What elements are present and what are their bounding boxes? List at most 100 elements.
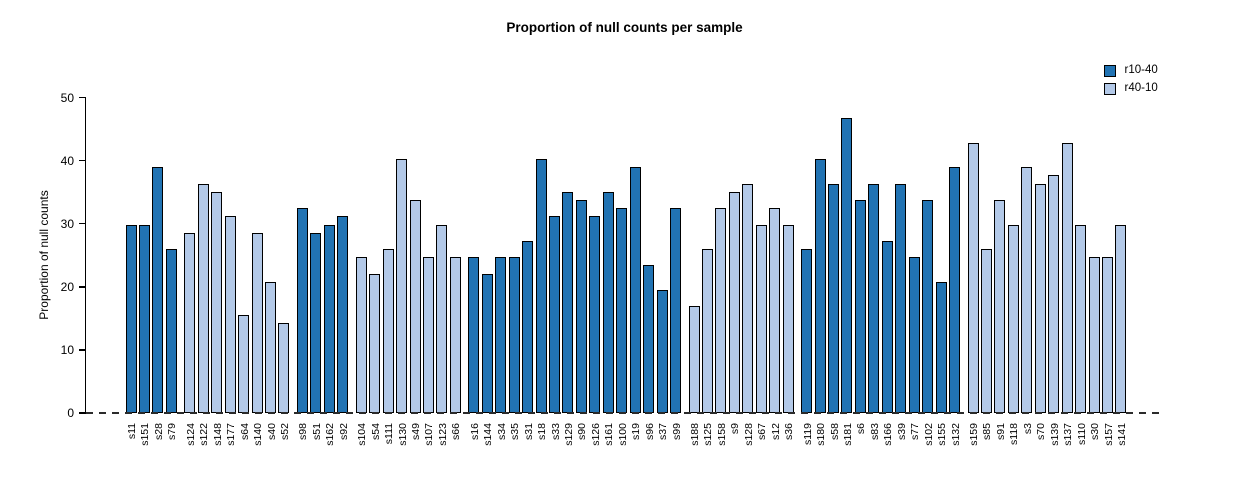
x-tick-label: s92 (337, 423, 350, 440)
x-tick-label: s54 (369, 423, 382, 440)
x-tick-label: s36 (783, 423, 796, 440)
bar (337, 216, 349, 413)
bar (125, 224, 137, 413)
bar (715, 208, 727, 413)
x-tick-label: s31 (522, 423, 535, 440)
bar (769, 208, 781, 413)
y-axis-tick (78, 222, 85, 225)
x-tick-label: s35 (509, 423, 522, 440)
x-tick-label: s125 (702, 423, 715, 446)
bar (396, 158, 408, 413)
x-tick-label: s16 (468, 423, 481, 440)
x-tick-label: s130 (396, 423, 409, 446)
x-tick-label: s155 (936, 423, 949, 446)
bar (449, 257, 461, 413)
bar (468, 257, 480, 413)
bar (814, 158, 826, 413)
bar (138, 224, 150, 413)
y-tick-label: 0 (67, 406, 74, 420)
x-tick-label: s100 (616, 423, 629, 446)
x-tick-label: s102 (922, 423, 935, 446)
x-tick-label: s139 (1048, 423, 1061, 446)
bar (801, 249, 813, 413)
bar (278, 322, 290, 413)
bar (549, 216, 560, 413)
legend-swatch (1104, 65, 1116, 77)
y-axis-tick (78, 286, 85, 288)
legend-label: r10-40 (1124, 64, 1158, 76)
bar (868, 183, 880, 413)
bar (1034, 183, 1046, 413)
x-tick-label: s158 (715, 423, 728, 446)
bar (782, 224, 794, 413)
y-tick-label: 10 (60, 342, 74, 357)
x-tick-label: s39 (895, 423, 908, 440)
bar (1021, 167, 1033, 413)
x-tick-label: s128 (742, 423, 755, 446)
x-tick-label: s19 (630, 423, 643, 440)
x-tick-label: s85 (981, 423, 994, 440)
x-tick-label: s70 (1035, 423, 1048, 440)
y-axis-tick (78, 412, 85, 414)
bar (508, 257, 520, 413)
bar (994, 199, 1006, 413)
bar (701, 249, 713, 413)
bar (602, 191, 614, 413)
x-tick-label: s181 (841, 423, 854, 446)
bar (670, 208, 682, 413)
chart-title: Proportion of null counts per sample (506, 20, 743, 35)
bar (522, 240, 534, 413)
x-tick-label: s157 (1102, 423, 1115, 446)
bar (535, 158, 547, 413)
bar (1115, 224, 1127, 413)
bar (184, 232, 196, 413)
x-tick-label: s67 (756, 423, 769, 440)
bar (643, 265, 655, 413)
x-tick-label: s51 (310, 423, 323, 440)
bar (1007, 224, 1019, 413)
bar (841, 118, 853, 413)
x-tick-label: s118 (1008, 423, 1021, 445)
x-tick-label: s77 (909, 423, 922, 440)
x-tick-label: s33 (549, 423, 562, 440)
bar (224, 216, 236, 413)
bar (238, 314, 250, 413)
bar (369, 273, 381, 413)
bar (616, 208, 628, 413)
y-tick-label: 20 (60, 279, 74, 294)
bar (980, 249, 992, 413)
x-tick-label: s129 (562, 423, 575, 446)
x-tick-label: s3 (1021, 423, 1034, 435)
legend-swatch (1104, 83, 1116, 95)
bar (828, 183, 839, 413)
legend-label: r40-10 (1124, 82, 1158, 94)
y-axis-tick (78, 159, 85, 162)
y-tick-label: 30 (60, 216, 74, 231)
x-tick-label: s79 (166, 423, 179, 440)
x-tick-label: s126 (589, 423, 602, 446)
x-tick-label: s119 (801, 423, 814, 445)
legend: r10-40 r40-10 (1104, 64, 1158, 101)
x-tick-label: s96 (643, 423, 656, 440)
x-tick-label: s58 (828, 423, 841, 440)
bar (265, 281, 276, 413)
bar (967, 142, 979, 413)
bar (881, 240, 893, 413)
x-tick-label: s30 (1089, 423, 1102, 440)
zero-dashed-line (86, 411, 1163, 414)
bar (935, 281, 947, 413)
legend-item: r10-40 (1104, 64, 1158, 77)
bar (1088, 257, 1100, 413)
bar (728, 191, 740, 413)
x-tick-label: s188 (689, 423, 701, 446)
x-tick-label: s161 (603, 423, 616, 446)
x-tick-label: s6 (855, 423, 868, 435)
bar (755, 224, 767, 413)
x-tick-label: s148 (211, 423, 224, 446)
x-tick-label: s9 (729, 423, 742, 435)
x-tick-label: s180 (815, 423, 828, 446)
bar (688, 306, 700, 413)
x-tick-label: s124 (184, 423, 197, 446)
x-tick-label: s28 (152, 423, 165, 440)
